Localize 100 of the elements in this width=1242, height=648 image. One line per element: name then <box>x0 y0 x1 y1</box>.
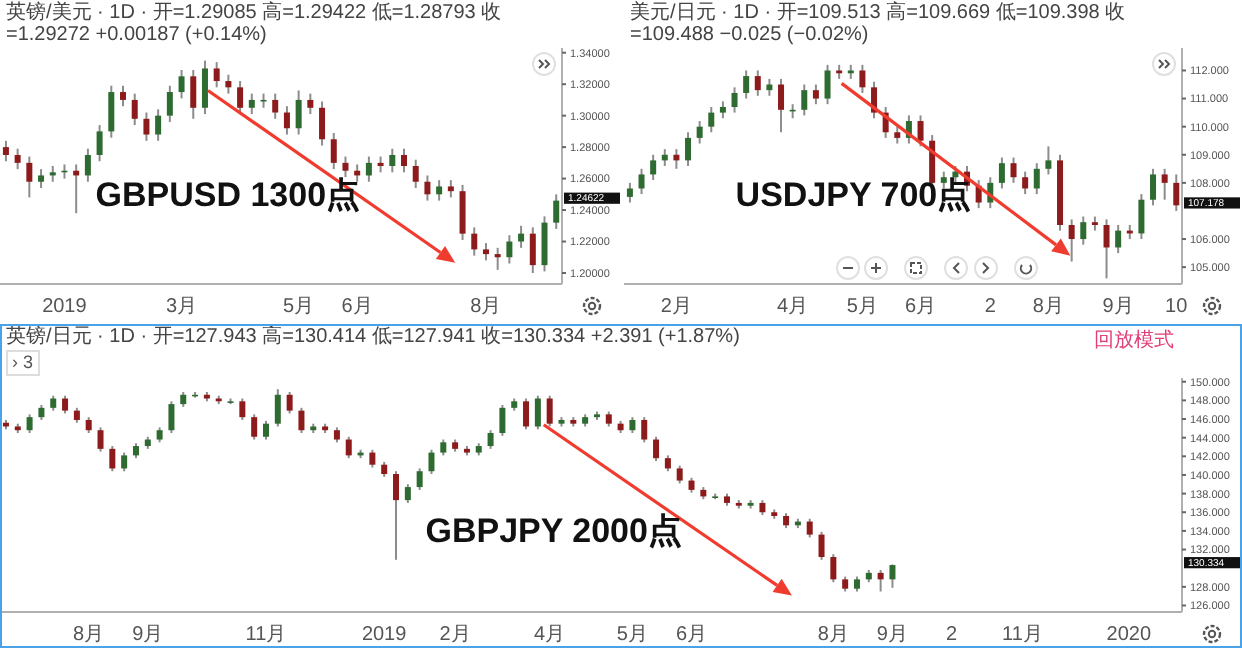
candlestick <box>529 226 536 274</box>
candlestick <box>26 155 33 199</box>
x-tick-label: 4月 <box>534 624 566 647</box>
candlestick <box>428 448 435 476</box>
text: 英镑/美元 · 1D · 开=1.29085 高=1.29422 低=1.28793 收=1.29272 +0.00187 (+0.14%) <box>6 2 504 46</box>
candlestick <box>523 397 530 431</box>
candlestick <box>178 69 185 100</box>
candlestick <box>262 419 269 441</box>
x-tick-label: 4月 <box>777 296 809 319</box>
candlestick <box>731 86 738 114</box>
candlestick <box>641 416 648 444</box>
candlestick <box>84 147 91 183</box>
x-tick-label: 8月 <box>73 624 105 647</box>
candlestick <box>237 80 244 116</box>
candlestick <box>109 445 116 473</box>
annotation: GBPJPY 2000点 <box>425 510 682 555</box>
candlestick <box>638 167 645 196</box>
candlestick <box>471 226 478 257</box>
candlestick <box>274 388 281 428</box>
candlestick <box>1010 156 1017 184</box>
candlestick <box>190 69 197 120</box>
candlestick <box>626 181 633 204</box>
candlestick <box>541 215 548 273</box>
candlestick <box>1045 145 1052 176</box>
candlestick <box>917 114 924 148</box>
candlestick <box>1161 167 1168 201</box>
candlestick <box>345 435 352 460</box>
candlestick <box>801 83 808 117</box>
candlestick <box>1022 170 1029 196</box>
candlestick <box>1103 218 1110 280</box>
candlestick <box>518 224 525 249</box>
x-tick-label: 9月 <box>876 624 908 647</box>
annotation: GBPUSD 1300点 <box>95 174 361 219</box>
candlestick <box>708 106 715 134</box>
candlestick <box>806 517 813 539</box>
candlestick <box>494 246 501 271</box>
candlestick <box>499 404 506 437</box>
candlestick <box>436 179 443 202</box>
x-tick-label: 8月 <box>817 624 849 647</box>
text: › 3 <box>6 350 40 376</box>
candlestick <box>859 63 866 94</box>
candlestick <box>166 84 173 123</box>
candlestick <box>272 92 279 120</box>
x-tick-label: 5月 <box>616 624 648 647</box>
candlestick <box>365 155 372 183</box>
x-tick-label: 6月 <box>341 296 373 319</box>
candlestick <box>108 84 115 139</box>
x-tick-label: 11月 <box>1002 624 1043 647</box>
candlestick <box>319 100 326 147</box>
candlestick <box>754 69 761 97</box>
candlestick <box>424 174 431 202</box>
candlestick <box>283 105 290 136</box>
x-tick-label: 8月 <box>470 296 502 319</box>
candlestick <box>459 183 466 241</box>
candlestick <box>487 429 494 450</box>
candlestick <box>1115 224 1122 255</box>
candlestick <box>225 73 232 95</box>
candlestick <box>404 483 411 504</box>
text: 回放模式 <box>1094 327 1174 354</box>
candlestick <box>298 406 305 434</box>
candlestick <box>213 61 220 89</box>
candlestick <box>830 553 837 584</box>
candlestick <box>998 156 1005 190</box>
candlestick <box>389 147 396 174</box>
x-tick-label: 2020 <box>1106 624 1152 647</box>
candlestick <box>889 563 896 589</box>
candlestick <box>393 470 400 561</box>
candlestick <box>685 131 692 167</box>
x-tick-label: 2 <box>945 624 958 647</box>
x-tick-label: 2019 <box>42 296 88 319</box>
candlestick <box>812 83 819 106</box>
candlestick <box>307 92 314 116</box>
candlestick <box>97 426 104 453</box>
candlestick <box>650 153 657 182</box>
candlestick <box>653 435 660 462</box>
x-tick-label: 2月 <box>439 624 471 647</box>
candlestick <box>131 92 138 127</box>
candlestick <box>26 413 33 434</box>
candlestick <box>401 147 408 174</box>
x-tick-label: 6月 <box>904 296 936 319</box>
candlestick <box>168 400 175 434</box>
x-tick-label: 5月 <box>283 296 315 319</box>
candlestick <box>120 84 127 108</box>
text: 美元/日元 · 1D · 开=109.513 高=109.669 低=109.398 收=109.488 −0.025 (−0.02%) <box>630 2 1128 46</box>
candlestick <box>121 451 128 473</box>
x-tick-label: 3月 <box>165 296 198 319</box>
x-tick-label: 5月 <box>846 296 878 319</box>
candlestick <box>248 92 255 116</box>
candlestick <box>155 108 162 142</box>
candlestick <box>506 234 513 265</box>
candlestick <box>286 390 293 415</box>
candlestick <box>778 77 785 134</box>
candlestick <box>1068 218 1075 263</box>
candlestick <box>14 147 21 171</box>
candlestick <box>251 413 258 441</box>
candlestick <box>295 89 302 136</box>
candlestick <box>743 69 750 100</box>
candlestick <box>696 120 703 145</box>
candlestick <box>1150 167 1157 207</box>
candlestick <box>330 131 337 171</box>
